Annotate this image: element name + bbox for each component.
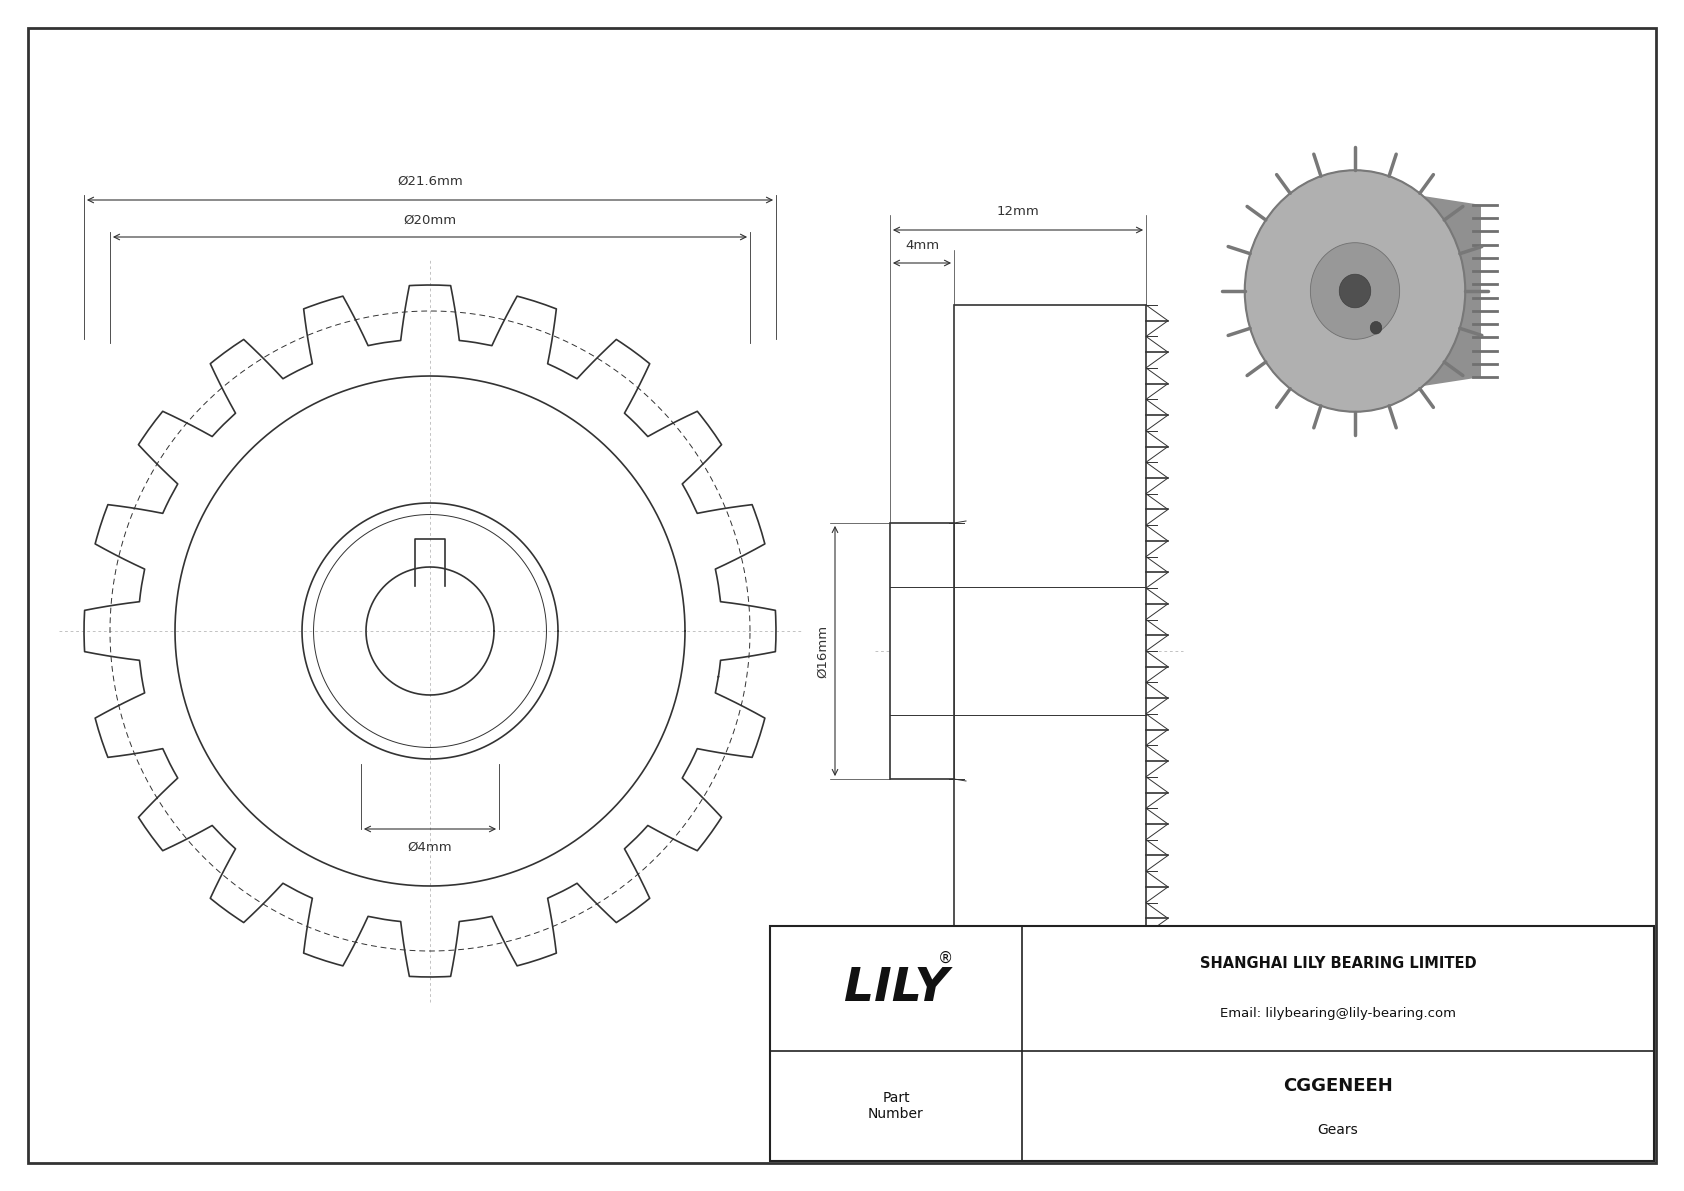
Bar <box>955 305 1147 997</box>
Bar <box>891 523 955 779</box>
Text: CGGENEEH: CGGENEEH <box>1283 1077 1393 1096</box>
Ellipse shape <box>1339 274 1371 307</box>
Text: 4mm: 4mm <box>904 239 940 252</box>
Text: Ø4mm: Ø4mm <box>408 841 453 854</box>
Text: Part
Number: Part Number <box>867 1091 925 1121</box>
Ellipse shape <box>1371 322 1383 333</box>
Ellipse shape <box>1310 243 1399 339</box>
Text: Ø20mm: Ø20mm <box>404 214 456 227</box>
Text: LILY: LILY <box>844 966 948 1011</box>
Text: SHANGHAI LILY BEARING LIMITED: SHANGHAI LILY BEARING LIMITED <box>1199 956 1477 971</box>
Text: 12mm: 12mm <box>997 205 1039 218</box>
Text: Ø16mm: Ø16mm <box>817 624 830 678</box>
Polygon shape <box>1413 194 1480 387</box>
Text: Email: lilybearing@lily-bearing.com: Email: lilybearing@lily-bearing.com <box>1219 1008 1457 1019</box>
Ellipse shape <box>1244 170 1465 412</box>
Text: ®: ® <box>938 950 953 966</box>
Bar <box>770 925 1654 1161</box>
Text: Gears: Gears <box>1317 1123 1359 1137</box>
Text: Ø21.6mm: Ø21.6mm <box>397 175 463 188</box>
